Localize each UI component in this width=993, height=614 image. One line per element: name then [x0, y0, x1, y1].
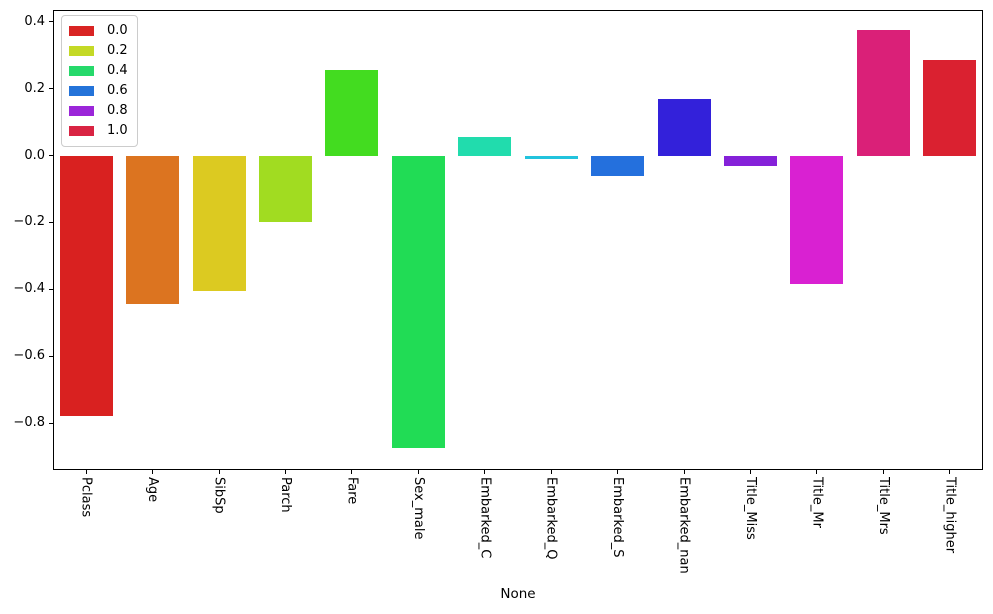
legend-entry: 0.4: [69, 61, 128, 81]
legend: 0.0 0.2 0.4 0.6 0.8 1.0: [61, 15, 138, 147]
x-tick-label-Pclass: Pclass: [78, 477, 94, 518]
bar-Fare: [325, 70, 379, 156]
x-tick-label-Embarked_S: Embarked_S: [610, 477, 626, 558]
legend-entry: 1.0: [69, 121, 128, 141]
legend-swatch: [69, 106, 94, 116]
x-axis-title: None: [500, 586, 536, 602]
y-tick-label: 0.2: [24, 80, 45, 96]
bar-Title_higher: [923, 60, 977, 156]
legend-label: 0.8: [107, 103, 128, 118]
y-tick-label: −0.6: [13, 348, 45, 364]
bar-Sex_male: [391, 155, 445, 449]
y-tick-mark: [49, 221, 53, 223]
legend-swatch: [69, 46, 94, 56]
bar-Embarked_Q: [524, 155, 578, 159]
legend-label: 1.0: [107, 123, 128, 138]
x-tick-label-Title_higher: Title_higher: [942, 477, 958, 554]
x-tick-mark: [351, 470, 353, 474]
legend-entry: 0.0: [69, 21, 128, 41]
y-tick-mark: [49, 288, 53, 290]
bar-Embarked_nan: [657, 98, 711, 156]
x-tick-mark: [484, 470, 486, 474]
x-tick-mark: [882, 470, 884, 474]
legend-label: 0.0: [107, 23, 128, 38]
bar-Title_Mr: [790, 155, 844, 285]
bar-Title_Mrs: [856, 30, 910, 156]
x-tick-label-Embarked_C: Embarked_C: [477, 477, 493, 559]
bar-Parch: [258, 155, 313, 223]
x-tick-mark: [417, 470, 419, 474]
x-tick-label-Fare: Fare: [344, 477, 360, 505]
bar-Age: [126, 155, 180, 305]
bar-Embarked_S: [591, 155, 645, 176]
bar-Pclass: [59, 155, 113, 417]
x-tick-mark: [85, 470, 87, 474]
x-tick-mark: [218, 470, 220, 474]
y-tick-mark: [49, 355, 53, 357]
y-tick-label: −0.8: [13, 415, 45, 431]
x-tick-label-Embarked_nan: Embarked_nan: [676, 477, 692, 574]
x-tick-label-Title_Mrs: Title_Mrs: [875, 477, 891, 535]
legend-label: 0.2: [107, 43, 128, 58]
bar-Embarked_C: [458, 137, 512, 156]
x-tick-label-Title_Mr: Title_Mr: [809, 477, 825, 528]
legend-entry: 0.2: [69, 41, 128, 61]
x-tick-label-Age: Age: [145, 477, 161, 503]
y-tick-label: 0.0: [24, 147, 45, 163]
x-tick-mark: [152, 470, 154, 474]
y-tick-label: 0.4: [24, 13, 45, 29]
x-tick-label-Title_Miss: Title_Miss: [743, 477, 758, 540]
x-tick-label-Sex_male: Sex_male: [410, 477, 426, 540]
bar-SibSp: [192, 155, 246, 291]
y-tick-mark: [49, 422, 53, 424]
x-tick-label-SibSp: SibSp: [211, 477, 227, 514]
legend-entry: 0.8: [69, 101, 128, 121]
x-tick-label-Parch: Parch: [278, 477, 293, 513]
y-tick-label: −0.2: [13, 214, 45, 230]
x-tick-mark: [750, 470, 751, 474]
y-tick-mark: [49, 21, 53, 23]
x-tick-mark: [550, 470, 552, 474]
y-tick-mark: [49, 88, 53, 90]
legend-swatch: [69, 66, 94, 76]
legend-swatch: [69, 86, 94, 96]
x-tick-label-Embarked_Q: Embarked_Q: [543, 477, 559, 560]
x-tick-mark: [816, 470, 818, 474]
legend-label: 0.6: [107, 83, 128, 98]
bar-Title_Miss: [723, 155, 778, 166]
x-tick-mark: [683, 470, 685, 474]
y-tick-mark: [49, 155, 53, 157]
legend-swatch: [69, 26, 94, 36]
x-tick-mark: [949, 470, 951, 474]
x-tick-mark: [617, 470, 619, 474]
x-tick-mark: [285, 470, 286, 474]
legend-swatch: [69, 126, 94, 136]
legend-label: 0.4: [107, 63, 128, 78]
legend-entry: 0.6: [69, 81, 128, 101]
y-tick-label: −0.4: [13, 281, 45, 297]
